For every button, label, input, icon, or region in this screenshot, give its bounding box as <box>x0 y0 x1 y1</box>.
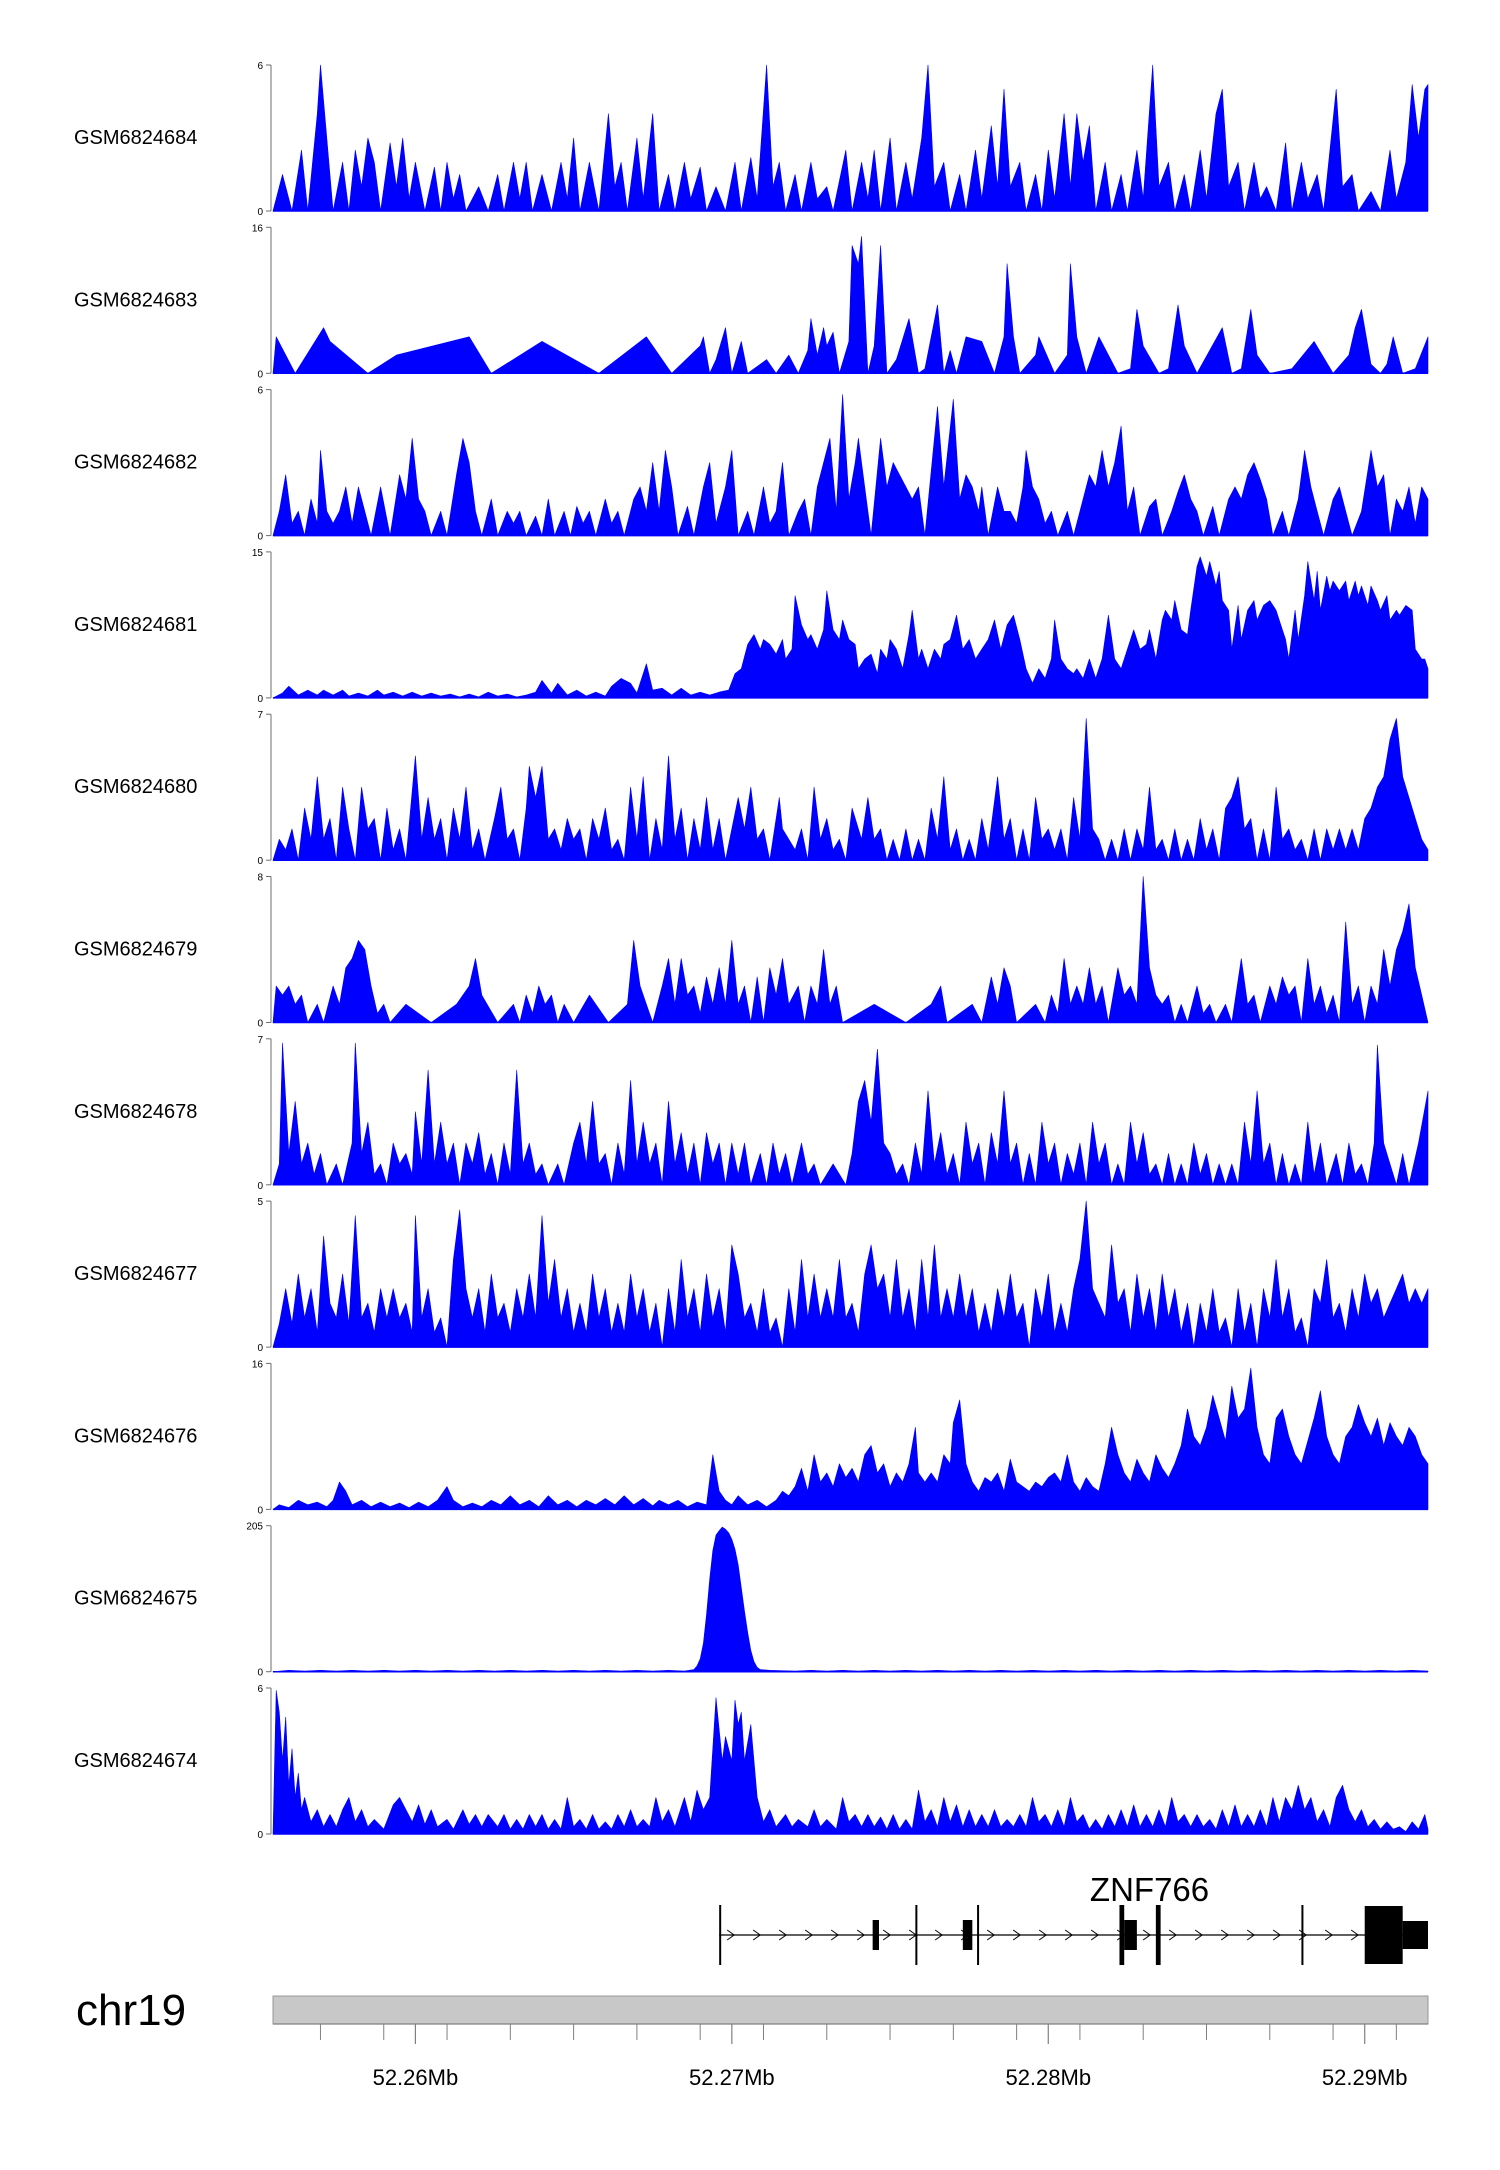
y-max-label: 16 <box>252 223 264 234</box>
chromosome-ideogram <box>272 1995 1429 2025</box>
genome-tick-label: 52.27Mb <box>689 2065 775 2090</box>
strand-arrow <box>804 1929 814 1941</box>
strand-arrow <box>1272 1929 1282 1941</box>
strand-arrow <box>830 1929 840 1941</box>
track-name: GSM6824679 <box>74 939 197 961</box>
strand-arrow <box>882 1929 892 1941</box>
exon <box>1364 1906 1403 1964</box>
y-max-label: 16 <box>252 1359 264 1370</box>
strand-arrow <box>778 1929 788 1941</box>
y-max-label: 7 <box>257 1035 263 1046</box>
signal-area <box>272 394 1429 536</box>
track-name: GSM6824678 <box>74 1101 197 1123</box>
strand-arrow <box>934 1929 944 1941</box>
y-min-label: 0 <box>257 207 263 218</box>
exon <box>962 1920 973 1950</box>
gene-model-track: ZNF766 <box>719 1871 1428 1965</box>
track-name: GSM6824682 <box>74 452 197 474</box>
track-name: GSM6824676 <box>74 1425 197 1447</box>
exon <box>915 1905 918 1965</box>
signal-track: GSM6824679 8 0 <box>74 873 1429 1030</box>
track-name: GSM6824683 <box>74 289 197 311</box>
signal-area <box>272 876 1429 1023</box>
signal-track: GSM6824681 15 0 <box>74 548 1429 705</box>
strand-arrow <box>1012 1929 1022 1941</box>
track-name: GSM6824681 <box>74 614 197 636</box>
strand-arrow <box>1090 1929 1100 1941</box>
signal-track: GSM6824675 205 0 <box>74 1522 1429 1679</box>
signal-track: GSM6824683 16 0 <box>74 223 1429 380</box>
track-name: GSM6824674 <box>74 1750 197 1772</box>
y-max-label: 8 <box>257 873 263 884</box>
y-max-label: 5 <box>257 1197 263 1208</box>
signal-area <box>272 1690 1429 1835</box>
signal-area <box>272 1042 1429 1186</box>
signal-track: GSM6824678 7 0 <box>74 1035 1429 1192</box>
track-name: GSM6824677 <box>74 1263 197 1285</box>
y-min-label: 0 <box>257 1668 263 1679</box>
y-min-label: 0 <box>257 1181 263 1192</box>
exon <box>1155 1905 1161 1965</box>
exon <box>1124 1920 1137 1950</box>
y-min-label: 0 <box>257 1343 263 1354</box>
strand-arrow <box>1142 1929 1152 1941</box>
chromosome-label: chr19 <box>76 1986 186 2035</box>
exon <box>872 1920 879 1950</box>
gene-znf766: ZNF766 <box>719 1871 1428 1965</box>
exon <box>1119 1905 1125 1965</box>
y-max-label: 7 <box>257 710 263 721</box>
signal-track: GSM6824676 16 0 <box>74 1359 1429 1516</box>
track-name: GSM6824684 <box>74 127 197 149</box>
strand-arrow <box>986 1929 996 1941</box>
strand-arrow <box>856 1929 866 1941</box>
signal-area <box>272 556 1429 699</box>
genome-tick-label: 52.26Mb <box>373 2065 459 2090</box>
strand-arrow <box>726 1929 736 1941</box>
y-min-label: 0 <box>257 1830 263 1841</box>
strand-arrow <box>1038 1929 1048 1941</box>
genome-tick-label: 52.28Mb <box>1005 2065 1091 2090</box>
signal-track: GSM6824682 6 0 <box>74 386 1429 543</box>
exon <box>977 1905 980 1965</box>
y-max-label: 6 <box>257 386 263 397</box>
signal-track: GSM6824674 6 0 <box>74 1684 1429 1841</box>
track-name: GSM6824680 <box>74 776 197 798</box>
genome-tick-label: 52.29Mb <box>1322 2065 1408 2090</box>
strand-arrow <box>1168 1929 1178 1941</box>
y-min-label: 0 <box>257 694 263 705</box>
y-max-label: 6 <box>257 1684 263 1695</box>
y-min-label: 0 <box>257 1019 263 1030</box>
y-min-label: 0 <box>257 1505 263 1516</box>
signal-area <box>272 718 1429 861</box>
gene-name-label: ZNF766 <box>1090 1871 1209 1908</box>
strand-arrow <box>1246 1929 1256 1941</box>
strand-arrow <box>1324 1929 1334 1941</box>
track-name: GSM6824675 <box>74 1588 197 1610</box>
signal-area <box>272 64 1429 212</box>
signal-area <box>272 236 1429 374</box>
signal-area <box>272 1367 1429 1510</box>
strand-arrow <box>1064 1929 1074 1941</box>
signal-area <box>272 1526 1429 1672</box>
genome-axis-track: chr19 52.26Mb 52.27Mb 52.28Mb 52.29Mb <box>76 1986 1429 2090</box>
strand-arrow <box>1194 1929 1204 1941</box>
y-max-label: 205 <box>246 1522 263 1533</box>
y-max-label: 15 <box>252 548 264 559</box>
signal-tracks: GSM682468460GSM6824683160GSM682468260GSM… <box>74 61 1429 1841</box>
signal-track: GSM6824677 5 0 <box>74 1197 1429 1354</box>
y-min-label: 0 <box>257 532 263 543</box>
strand-arrow <box>752 1929 762 1941</box>
strand-arrow <box>1350 1929 1360 1941</box>
y-min-label: 0 <box>257 856 263 867</box>
exon <box>719 1905 722 1965</box>
signal-area <box>272 1200 1429 1348</box>
exon <box>1402 1921 1428 1949</box>
y-max-label: 6 <box>257 61 263 72</box>
exon <box>1301 1905 1304 1965</box>
strand-arrow <box>1220 1929 1230 1941</box>
signal-track: GSM6824684 6 0 <box>74 61 1429 218</box>
y-min-label: 0 <box>257 369 263 380</box>
signal-track: GSM6824680 7 0 <box>74 710 1429 867</box>
